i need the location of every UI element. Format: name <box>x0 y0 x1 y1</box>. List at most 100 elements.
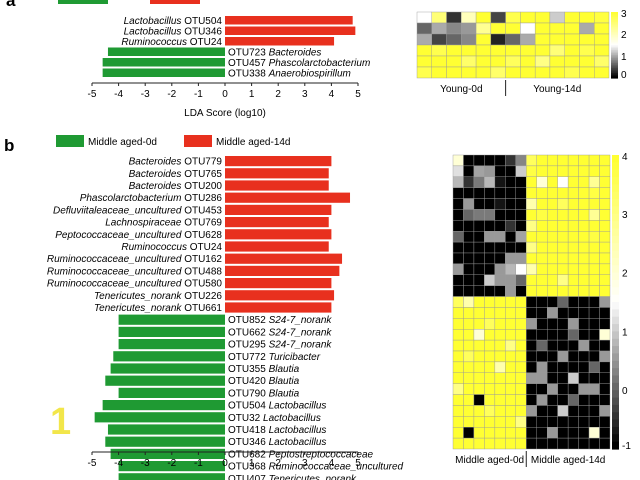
bar-label-otu: OTU407 <box>228 474 269 480</box>
heatmap-cell <box>484 350 496 363</box>
heatmap-cell <box>505 361 517 373</box>
heatmap-cell <box>526 405 537 417</box>
colorbar-segment <box>611 53 618 56</box>
bar-label-genus: Ruminococcaceae_uncultured <box>47 279 182 290</box>
heatmap-cell <box>599 165 611 177</box>
heatmap-cell <box>484 329 496 341</box>
heatmap-cell <box>567 416 579 428</box>
bar-label-genus: Ruminococcus <box>121 242 187 253</box>
heatmap-cell <box>599 372 611 384</box>
heatmap-cell <box>594 33 610 46</box>
heatmap-cell <box>557 329 569 341</box>
heatmap-cell <box>416 44 432 57</box>
heatmap-cell <box>536 372 548 384</box>
heatmap-cell <box>520 33 536 46</box>
watermark-text: 1 <box>50 401 71 443</box>
heatmap-cell <box>515 329 527 341</box>
panel-b-legend: Middle aged-0d Middle aged-14d <box>56 135 291 148</box>
heatmap-cell <box>431 55 447 68</box>
heatmap-cell <box>505 154 517 167</box>
heatmap-cell <box>452 263 464 275</box>
colorbar-segment <box>612 272 619 281</box>
heatmap-cell <box>461 11 477 24</box>
colorbar-segment <box>611 73 618 76</box>
bar-label: Lachnospiraceae OTU769 <box>105 218 222 229</box>
bar <box>105 436 225 447</box>
colorbar-segment <box>612 265 619 274</box>
heatmap-cell <box>446 22 462 35</box>
heatmap-cell <box>431 22 447 35</box>
heatmap-cell <box>446 11 462 24</box>
heatmap-cell <box>578 241 590 254</box>
bar <box>110 363 225 374</box>
heatmap-cell <box>526 285 537 297</box>
x-tick-label: 0 <box>222 458 228 469</box>
heatmap-cell <box>588 241 600 254</box>
heatmap-cell <box>547 231 558 243</box>
heatmap-cell <box>557 339 569 352</box>
heatmap-cell <box>549 44 565 57</box>
colorbar-tick-label: 3 <box>622 210 628 221</box>
heatmap-cell <box>494 339 506 352</box>
panel-a-x-axis-label: LDA Score (log10) <box>184 108 266 119</box>
bar <box>113 351 225 362</box>
heatmap-cell <box>473 383 485 395</box>
colorbar-segment <box>611 59 618 63</box>
bar-label-otu: OTU346 <box>181 26 222 37</box>
heatmap-cell <box>579 33 595 46</box>
heatmap-cell <box>588 339 600 352</box>
heatmap-cell <box>473 285 485 297</box>
colorbar-tick-label: -1 <box>622 441 631 452</box>
heatmap-cell <box>594 11 610 24</box>
heatmap-cell <box>526 220 537 232</box>
bar-label-genus: Blautia <box>269 388 300 399</box>
heatmap-cell <box>463 165 475 177</box>
bar <box>225 204 332 215</box>
heatmap-cell <box>547 361 558 373</box>
heatmap-cell <box>446 33 462 46</box>
heatmap-cell <box>567 318 579 330</box>
bar-label-otu: OTU504 <box>181 16 222 27</box>
bar <box>225 217 329 228</box>
heatmap-cell <box>463 252 475 265</box>
bar <box>110 448 225 459</box>
bar-label: OTU407 Tenericutes_norank <box>228 474 357 480</box>
colorbar-segment <box>612 353 619 362</box>
bar-label-otu: OTU355 <box>228 364 269 375</box>
bar-label-genus: Bacteroides <box>129 169 182 180</box>
x-tick-label: 1 <box>249 89 255 100</box>
x-tick-label: -5 <box>88 458 97 469</box>
heatmap-cell <box>588 383 600 395</box>
bar <box>225 241 329 252</box>
heatmap-cell <box>484 427 496 439</box>
heatmap-cell <box>515 296 527 308</box>
heatmap-cell <box>526 274 537 286</box>
colorbar-segment <box>612 346 619 355</box>
heatmap-cell <box>526 394 537 406</box>
heatmap-cell <box>599 285 611 297</box>
heatmap-cell <box>578 165 590 177</box>
heatmap-cell <box>536 176 548 188</box>
colorbar-segment <box>612 441 619 450</box>
heatmap-cell <box>588 329 600 341</box>
heatmap-cell <box>557 318 569 330</box>
heatmap-cell <box>515 339 527 352</box>
heatmap-cell <box>520 22 536 35</box>
heatmap-cell <box>452 274 464 286</box>
heatmap-cell <box>526 263 537 275</box>
heatmap-cell <box>452 285 464 297</box>
heatmap-cell <box>463 437 475 450</box>
heatmap-cell <box>536 285 548 297</box>
bar-label-genus: Ruminococcus <box>121 37 187 48</box>
colorbar-segment <box>612 419 619 428</box>
heatmap-cell <box>494 165 506 177</box>
colorbar-segment <box>611 71 618 74</box>
heatmap-cell <box>494 154 506 167</box>
heatmap-cell <box>490 11 506 24</box>
colorbar-segment <box>611 69 618 72</box>
heatmap-cell <box>579 22 595 35</box>
heatmap-cell <box>588 231 600 243</box>
heatmap-cell <box>505 296 517 308</box>
heatmap-cell <box>599 307 611 319</box>
